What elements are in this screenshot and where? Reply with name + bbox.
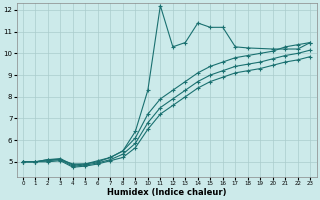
X-axis label: Humidex (Indice chaleur): Humidex (Indice chaleur) (107, 188, 226, 197)
